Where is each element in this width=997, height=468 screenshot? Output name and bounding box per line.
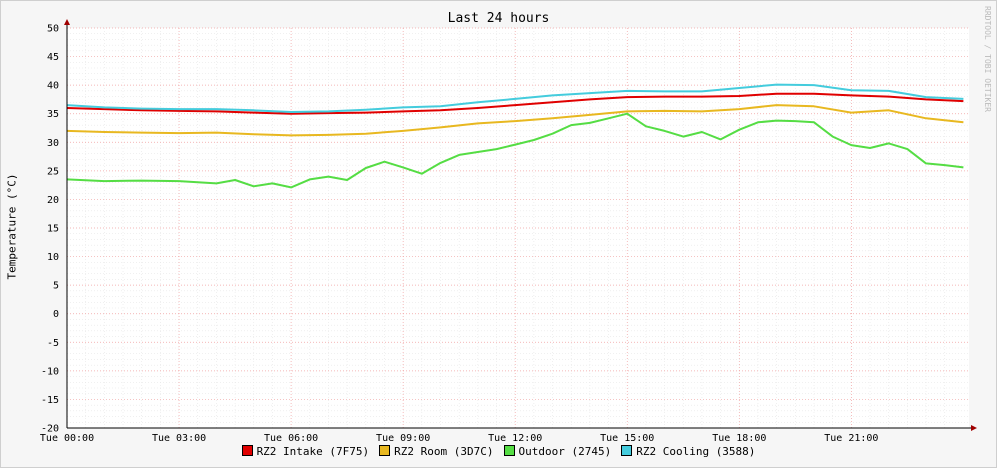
- x-axis-arrow: [971, 425, 977, 431]
- y-tick-label: 40: [47, 81, 59, 92]
- chart-title: Last 24 hours: [447, 11, 550, 26]
- series-line: [66, 112, 964, 189]
- y-tick-label: 30: [47, 138, 59, 149]
- y-tick-label: 25: [47, 166, 59, 177]
- y-tick-label: 20: [47, 195, 59, 206]
- legend-label: RZ2 Cooling (3588): [636, 445, 756, 458]
- y-tick-label: 45: [47, 52, 59, 63]
- y-tick-label: -15: [41, 395, 59, 406]
- series-line: [66, 104, 964, 137]
- legend-label: Outdoor (2745): [518, 445, 612, 458]
- y-tick-label: 50: [47, 24, 59, 35]
- legend-swatch: [621, 445, 633, 456]
- y-tick-label: -5: [47, 338, 59, 349]
- watermark: RRDTOOL / TOBI OETIKER: [983, 6, 992, 112]
- legend-item: RZ2 Room (3D7C): [379, 445, 494, 458]
- y-tick-label: 15: [47, 224, 59, 235]
- series-line: [66, 92, 964, 115]
- y-tick-label: -20: [41, 424, 59, 435]
- legend-item: RZ2 Intake (7F75): [241, 445, 370, 458]
- legend-swatch: [503, 445, 515, 456]
- y-tick-label: 0: [53, 309, 59, 320]
- legend-swatch: [379, 445, 391, 456]
- y-tick-label: -10: [41, 366, 59, 377]
- x-tick-label: Tue 18:00: [712, 433, 766, 444]
- x-tick-label: Tue 09:00: [376, 433, 430, 444]
- series-line: [66, 83, 964, 113]
- legend-item: RZ2 Cooling (3588): [621, 445, 755, 458]
- x-tick-label: Tue 06:00: [264, 433, 318, 444]
- x-tick-label: Tue 03:00: [152, 433, 206, 444]
- x-tick-label: Tue 00:00: [40, 433, 94, 444]
- y-axis-arrow: [64, 19, 70, 25]
- x-tick-label: Tue 12:00: [488, 433, 542, 444]
- legend: RZ2 Intake (7F75) RZ2 Room (3D7C) Outdoor …: [0, 445, 997, 458]
- legend-swatch: [241, 445, 253, 456]
- legend-label: RZ2 Intake (7F75): [256, 445, 370, 458]
- legend-item: Outdoor (2745): [503, 445, 612, 458]
- y-tick-label: 5: [53, 281, 59, 292]
- y-tick-label: 10: [47, 252, 59, 263]
- x-tick-label: Tue 15:00: [600, 433, 654, 444]
- x-tick-label: Tue 21:00: [824, 433, 878, 444]
- y-tick-label: 35: [47, 109, 59, 120]
- legend-label: RZ2 Room (3D7C): [394, 445, 494, 458]
